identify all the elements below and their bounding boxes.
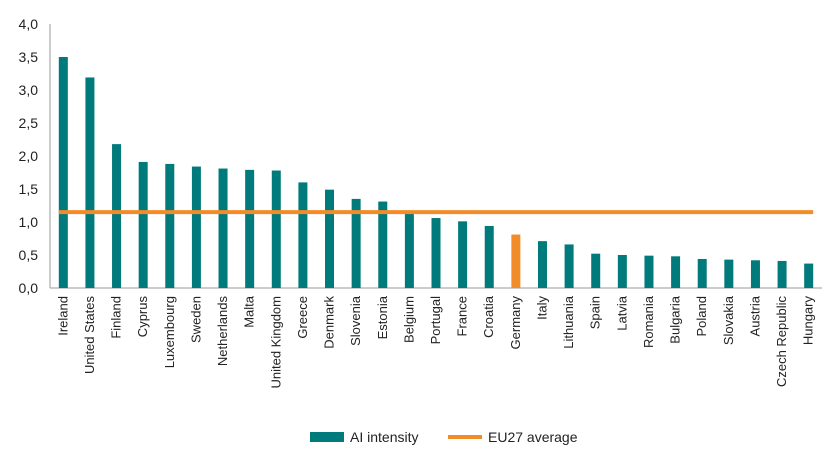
bar-romania [644, 255, 654, 288]
x-tick-label: United Kingdom [268, 296, 283, 389]
bar-malta [245, 169, 255, 288]
bar-lithuania [564, 244, 574, 288]
x-tick-label: Romania [641, 295, 656, 348]
bar-luxembourg [165, 163, 175, 288]
bar-united-states [85, 77, 95, 289]
x-tick-label: Germany [508, 296, 523, 350]
bar-ireland [58, 57, 68, 288]
bar-italy [537, 241, 547, 288]
x-tick-label: Sweden [188, 296, 203, 343]
x-tick-label: Poland [694, 296, 709, 336]
x-tick-label: France [455, 296, 470, 336]
x-tick-label: Cyprus [135, 296, 150, 338]
bar-belgium [404, 212, 414, 288]
x-tick-label: Slovenia [348, 295, 363, 346]
x-tick-label: Slovakia [721, 295, 736, 345]
legend-label-eu27-average: EU27 average [488, 429, 578, 445]
y-tick-label: 0,5 [19, 247, 39, 263]
bar-czech-republic [777, 260, 787, 288]
x-tick-label: Malta [242, 295, 257, 328]
y-tick-label: 0,0 [19, 280, 39, 296]
bar-austria [750, 260, 760, 288]
legend: AI intensity EU27 average [310, 429, 578, 445]
y-tick-label: 1,5 [19, 181, 39, 197]
x-tick-label: Ireland [55, 296, 70, 336]
x-tick-label: Latvia [614, 295, 629, 330]
x-tick-label: Croatia [481, 295, 496, 338]
bar-united-kingdom [271, 170, 281, 288]
x-tick-label: Hungary [801, 296, 816, 346]
x-tick-label: Portugal [428, 296, 443, 345]
x-axis-labels: Ireland United States Finland Cyprus Luxembo… [55, 295, 815, 388]
bar-portugal [431, 218, 441, 288]
x-tick-label: Netherlands [215, 296, 230, 367]
bar-estonia [378, 201, 388, 288]
legend-swatch-ai-intensity [310, 432, 344, 442]
bar-slovakia [724, 259, 734, 288]
bar-latvia [617, 255, 627, 288]
x-tick-label: United States [82, 296, 97, 375]
bar-denmark [325, 189, 335, 288]
bar-cyprus [138, 161, 148, 288]
bar-croatia [484, 225, 494, 288]
bar-greece [298, 182, 308, 288]
x-tick-label: Italy [534, 296, 549, 320]
bar-germany [511, 234, 521, 288]
x-tick-label: Luxembourg [162, 296, 177, 368]
x-tick-label: Austria [747, 295, 762, 336]
bar-bulgaria [671, 256, 681, 288]
y-tick-label: 3,0 [19, 82, 39, 98]
x-tick-label: Finland [109, 296, 124, 339]
bar-sweden [191, 166, 201, 288]
bar-hungary [804, 263, 814, 288]
x-tick-label: Spain [588, 296, 603, 329]
y-axis-ticks: 0,0 0,5 1,0 1,5 2,0 2,5 3,0 3,5 4,0 [19, 16, 39, 296]
bar-france [458, 221, 468, 288]
legend-label-ai-intensity: AI intensity [350, 429, 418, 445]
bar-slovenia [351, 198, 361, 288]
bars [58, 57, 814, 289]
x-tick-label: Czech Republic [774, 296, 789, 388]
y-tick-label: 2,0 [19, 148, 39, 164]
bar-netherlands [218, 168, 228, 288]
y-tick-label: 1,0 [19, 214, 39, 230]
x-tick-label: Denmark [322, 296, 337, 349]
x-tick-label: Greece [295, 296, 310, 339]
bar-spain [591, 253, 601, 288]
x-tick-label: Lithuania [561, 295, 576, 349]
x-tick-label: Belgium [401, 296, 416, 343]
bar-finland [112, 144, 122, 288]
y-tick-label: 3,5 [19, 49, 39, 65]
bar-poland [697, 258, 707, 288]
y-tick-label: 4,0 [19, 16, 39, 32]
y-tick-label: 2,5 [19, 115, 39, 131]
x-tick-label: Estonia [375, 295, 390, 339]
x-tick-label: Bulgaria [668, 295, 683, 343]
